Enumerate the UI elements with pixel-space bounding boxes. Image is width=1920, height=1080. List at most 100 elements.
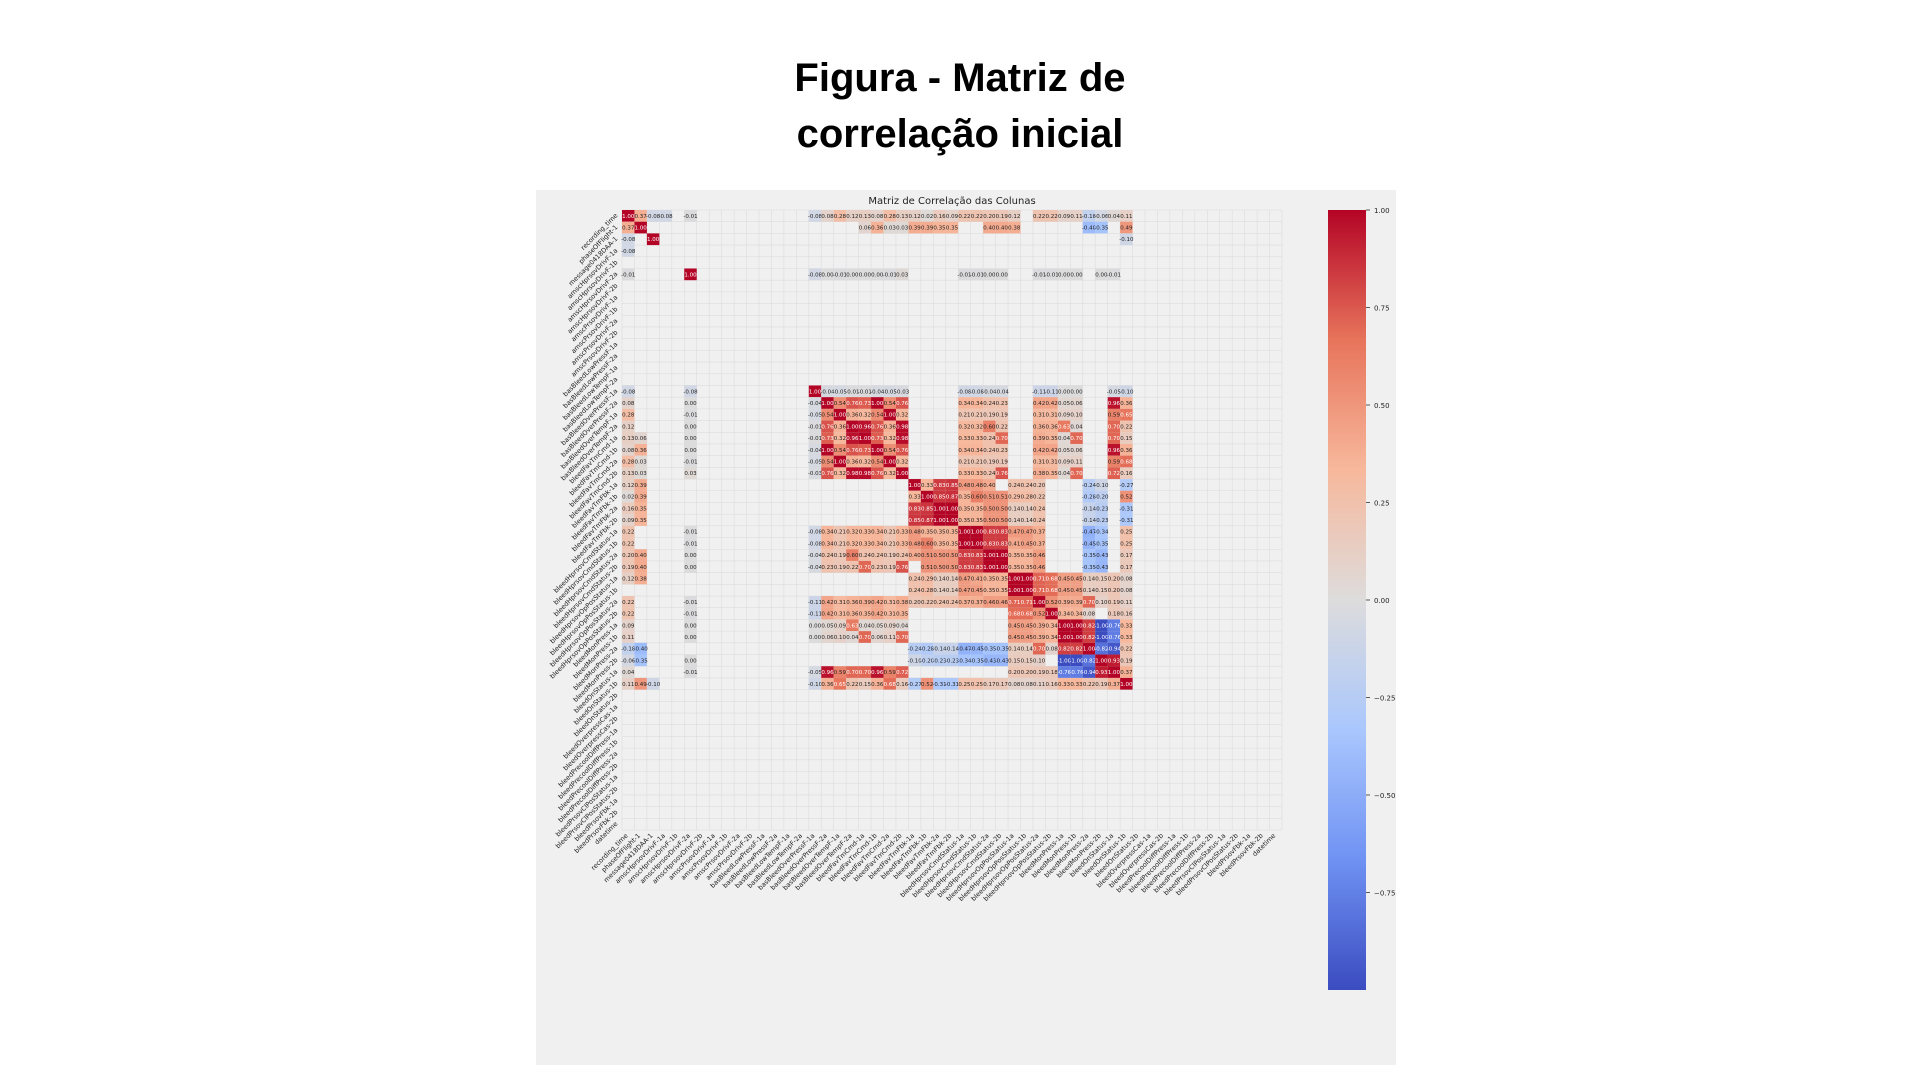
heatmap-cell-label: 0.16: [1120, 471, 1133, 477]
heatmap-cell-label: 0.21: [884, 530, 896, 536]
heatmap-cell: [684, 537, 697, 550]
heatmap-cell: [945, 596, 959, 608]
heatmap-cell-label: 0.14: [1008, 647, 1021, 653]
heatmap-cell-label: -0.20: [920, 658, 935, 664]
heatmap-cell-label: 0.35: [946, 226, 959, 232]
correlation-figure: Matriz de Correlação das Colunas 1.00 0.37…: [536, 190, 1396, 1065]
heatmap-cell: [871, 420, 884, 433]
heatmap-cell: [1045, 268, 1058, 281]
heatmap-cell-label: 0.35: [958, 495, 971, 501]
heatmap-cell-label: 0.23: [996, 401, 1009, 407]
heatmap-cell: [983, 221, 996, 234]
heatmap-cell-label: 0.35: [983, 576, 996, 582]
heatmap-cell: [945, 584, 959, 597]
heatmap-cell: [958, 397, 971, 409]
heatmap-cell-label: 0.73: [871, 436, 884, 442]
heatmap-cell-label: 0.98: [846, 471, 859, 477]
heatmap-cell-label: 0.36: [1120, 448, 1133, 454]
heatmap-cell-label: 1.00: [859, 436, 872, 442]
heatmap-cell: [895, 221, 909, 234]
heatmap-cell: [883, 537, 896, 550]
heatmap-cell: [684, 666, 697, 678]
heatmap-cell: [1120, 420, 1133, 433]
heatmap-cell-label: 0.19: [884, 553, 897, 559]
heatmap-cell: [846, 408, 859, 421]
heatmap-cell-label: 0.68: [1045, 588, 1058, 594]
heatmap-cell: [883, 677, 896, 690]
heatmap-cell-label: 1.00: [622, 214, 635, 220]
heatmap-cell-label: -0.47: [957, 647, 972, 653]
heatmap-cell-label: 0.70: [996, 436, 1009, 442]
heatmap-cell: [1095, 514, 1108, 526]
heatmap-cell: [958, 455, 971, 468]
heatmap-cell-label: -0.28: [920, 647, 935, 653]
heatmap-cell-label: 1.00: [834, 460, 847, 466]
heatmap-cell: [871, 385, 884, 398]
heatmap-cell: [895, 443, 909, 456]
heatmap-cell: [1032, 584, 1046, 597]
heatmap-cell: [1008, 584, 1021, 597]
heatmap-cell-label: 0.83: [971, 553, 984, 559]
heatmap-cell: [858, 666, 872, 678]
heatmap-cell-label: 0.37: [1033, 541, 1046, 547]
heatmap-cell: [1070, 584, 1083, 597]
heatmap-cell-label: 0.76: [846, 448, 859, 454]
heatmap-cell-label: 0.37: [971, 600, 984, 606]
heatmap-cell: [622, 514, 635, 526]
heatmap-cell: [833, 408, 847, 421]
heatmap-cell: [1095, 525, 1108, 538]
heatmap-cell: [634, 572, 647, 585]
heatmap-cell: [1057, 268, 1071, 281]
heatmap-cell: [908, 642, 921, 655]
heatmap-cell: [684, 596, 697, 608]
heatmap-cell: [1008, 654, 1021, 667]
heatmap-cell-label: -0.35: [1094, 226, 1109, 232]
heatmap-cell-label: 0.00: [1070, 272, 1083, 278]
heatmap-cell-label: 0.47: [958, 588, 971, 594]
heatmap-cell: [684, 432, 697, 444]
heatmap-cell: [970, 549, 984, 561]
heatmap-cell: [858, 408, 872, 421]
heatmap-cell: [1032, 607, 1046, 620]
heatmap-cell: [634, 443, 647, 456]
heatmap-cell: [1008, 514, 1021, 526]
heatmap-cell-label: -0.35: [1082, 553, 1097, 559]
heatmap-cell: [1107, 397, 1121, 409]
heatmap-cell: [995, 572, 1009, 585]
heatmap-cell-label: 0.42: [871, 612, 883, 618]
heatmap-cell: [634, 642, 647, 655]
heatmap-cell-label: 0.59: [1108, 460, 1121, 466]
heatmap-cell-label: 0.37: [1120, 670, 1133, 676]
heatmap-cell: [858, 443, 872, 456]
heatmap-cell: [846, 560, 859, 573]
heatmap-cell-label: 0.54: [821, 460, 834, 466]
heatmap-cell-label: 0.42: [1045, 448, 1057, 454]
heatmap-cell: [920, 514, 934, 526]
heatmap-cell-label: -0.23: [932, 658, 947, 664]
heatmap-cell-label: 0.09: [884, 623, 897, 629]
heatmap-cell: [808, 560, 822, 573]
heatmap-cell-label: 0.73: [859, 448, 872, 454]
heatmap-cell-label: 0.16: [1120, 612, 1133, 618]
heatmap-cell-label: 0.35: [996, 576, 1009, 582]
heatmap-cell-label: -0.11: [808, 600, 822, 606]
heatmap-cell: [933, 654, 946, 667]
heatmap-cell: [970, 596, 984, 608]
heatmap-cell: [895, 397, 909, 409]
heatmap-cell-label: 0.13: [896, 214, 909, 220]
heatmap-cell-label: -0.01: [683, 541, 697, 547]
heatmap-cell: [983, 420, 996, 433]
heatmap-cell: [908, 514, 921, 526]
heatmap-cell-label: 0.25: [1120, 541, 1133, 547]
heatmap-cell-label: 0.51: [921, 553, 933, 559]
heatmap-cell: [622, 432, 635, 444]
heatmap-cell: [983, 654, 996, 667]
heatmap-cell-label: 0.24: [1008, 483, 1021, 489]
heatmap-cell-label: 0.38: [1008, 226, 1021, 232]
heatmap-cell-label: 0.45: [1058, 588, 1071, 594]
heatmap-cell: [1120, 233, 1133, 246]
heatmap-cell: [1107, 666, 1121, 678]
heatmap-cell: [908, 572, 921, 585]
heatmap-cell-label: 0.40: [635, 553, 648, 559]
heatmap-cell: [883, 408, 896, 421]
